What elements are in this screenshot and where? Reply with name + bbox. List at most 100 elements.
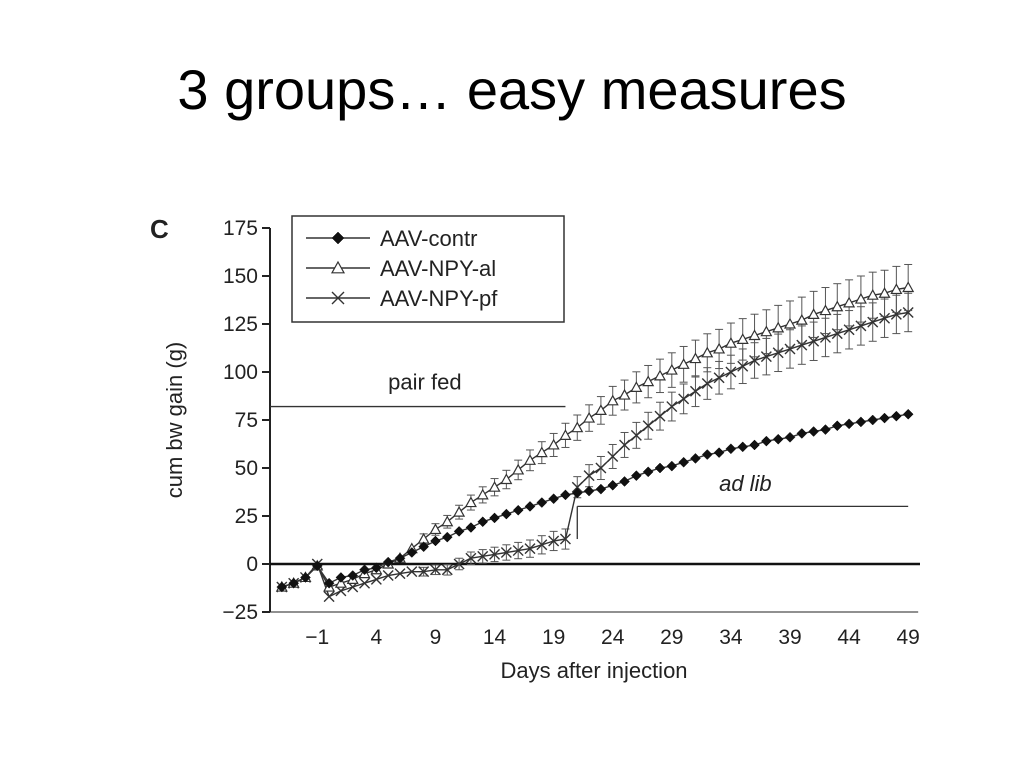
data-point: [784, 431, 796, 443]
series-line: [281, 413, 909, 588]
data-point: [867, 414, 879, 426]
x-axis-title: Days after injection: [500, 658, 687, 683]
data-point: [359, 577, 371, 589]
data-point: [559, 429, 572, 440]
data-point: [890, 308, 902, 320]
data-point: [879, 412, 890, 424]
data-point: [666, 401, 678, 413]
data-point: [749, 439, 760, 451]
y-axis-title: cum bw gain (g): [162, 342, 187, 499]
data-point: [736, 333, 749, 344]
data-point: [831, 328, 843, 340]
y-tick-label: 100: [223, 361, 258, 384]
data-point: [760, 325, 773, 337]
data-point: [382, 570, 394, 582]
data-point: [808, 426, 819, 437]
data-point: [406, 566, 418, 578]
data-point: [630, 429, 642, 441]
data-point: [783, 317, 797, 329]
legend: AAV-contr AAV-NPY-al AAV-NPY-pf: [291, 215, 565, 323]
data-point: [547, 438, 560, 450]
data-point: [713, 342, 726, 354]
data-point: [819, 304, 832, 316]
data-point: [465, 522, 477, 533]
data-point: [500, 546, 512, 558]
data-point: [512, 545, 524, 557]
data-point: [701, 449, 713, 460]
data-point: [724, 336, 737, 348]
data-point: [678, 393, 690, 405]
data-point: [831, 420, 843, 432]
y-tick-label: −25: [222, 601, 258, 624]
data-point: [594, 404, 607, 415]
data-point: [595, 462, 607, 474]
data-point: [571, 487, 583, 499]
data-point: [453, 505, 466, 517]
series-line: [281, 286, 909, 588]
data-point: [902, 408, 914, 420]
data-point: [430, 535, 441, 547]
legend-marker: [331, 291, 345, 305]
data-point: [311, 560, 323, 572]
data-point: [855, 320, 867, 332]
data-point: [583, 411, 596, 423]
data-point: [843, 418, 855, 430]
data-point: [524, 501, 536, 512]
data-point: [748, 329, 761, 341]
data-point: [606, 394, 619, 406]
data-point: [288, 577, 299, 589]
data-point: [418, 541, 429, 553]
data-point: [619, 439, 631, 451]
legend-label: AAV-contr: [380, 226, 477, 251]
data-point: [418, 566, 430, 578]
data-point: [878, 287, 891, 298]
series-line: [281, 311, 909, 598]
data-point: [772, 321, 785, 333]
data-point: [701, 346, 714, 358]
data-point: [548, 493, 559, 505]
data-point: [300, 572, 311, 583]
data-point: [713, 447, 725, 458]
data-point: [488, 480, 501, 492]
data-point: [524, 543, 536, 555]
data-point: [642, 420, 654, 432]
data-point: [583, 470, 595, 482]
data-point: [501, 508, 512, 520]
data-point: [464, 496, 477, 508]
y-tick-label: 125: [223, 313, 258, 336]
data-point: [807, 308, 820, 319]
series-AAV-contr: [276, 408, 914, 593]
data-point: [371, 562, 382, 574]
data-point: [548, 535, 560, 547]
data-point: [323, 591, 335, 603]
data-point: [796, 428, 808, 439]
data-point: [465, 552, 477, 564]
data-point: [666, 460, 678, 472]
data-point: [795, 313, 808, 325]
data-point: [559, 533, 571, 545]
x-tick-label: 29: [660, 626, 683, 649]
data-point: [347, 570, 359, 581]
data-point: [441, 564, 453, 576]
data-point: [523, 454, 537, 465]
data-point: [725, 443, 737, 455]
legend-label: AAV-NPY-al: [380, 256, 496, 281]
data-point: [772, 433, 784, 445]
data-point: [902, 281, 915, 293]
annotation-pair-fed: pair fed: [388, 369, 461, 394]
data-point: [512, 504, 524, 516]
x-tick-label: 24: [601, 626, 625, 649]
data-point: [843, 296, 856, 308]
data-point: [689, 352, 702, 364]
data-point: [571, 421, 584, 433]
data-point: [489, 548, 501, 560]
series-group: [275, 263, 915, 603]
data-point: [595, 483, 607, 495]
data-point: [819, 331, 831, 343]
data-point: [654, 462, 666, 474]
data-point: [394, 552, 406, 564]
data-point: [843, 324, 855, 336]
data-point: [536, 497, 548, 508]
slide-title: 3 groups… easy measures: [177, 58, 847, 121]
